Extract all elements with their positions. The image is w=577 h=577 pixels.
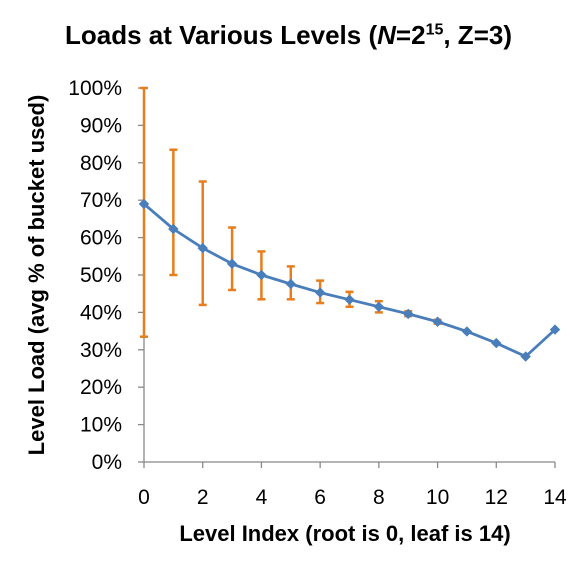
chart-title-prefix: Loads at Various Levels ( — [65, 20, 378, 50]
x-tick-label: 8 — [373, 486, 385, 509]
y-tick-label: 10% — [80, 414, 122, 437]
chart-title-equals: =2 — [395, 20, 426, 50]
chart-title: Loads at Various Levels (N=215, Z=3) — [0, 20, 577, 51]
x-axis-label: Level Index (root is 0, leaf is 14) — [179, 521, 510, 546]
chart-title-exponent: 15 — [425, 21, 444, 39]
data-point — [549, 324, 561, 335]
y-tick-label: 100% — [68, 77, 122, 100]
data-point — [285, 278, 296, 290]
data-point — [520, 351, 531, 362]
data-point — [461, 326, 473, 337]
x-tick-label: 10 — [426, 486, 449, 509]
data-point — [197, 242, 208, 254]
y-tick-label: 0% — [92, 451, 122, 474]
x-tick-label: 12 — [485, 486, 508, 509]
y-tick-label: 70% — [80, 189, 122, 212]
series-line — [143, 202, 556, 358]
chart-title-suffix: , Z=3) — [443, 20, 512, 50]
y-axis-label: Level Load (avg % of bucket used) — [24, 95, 49, 456]
x-tick-label: 4 — [256, 486, 268, 509]
y-tick-label: 30% — [80, 339, 122, 362]
data-point — [168, 223, 179, 235]
data-point — [491, 337, 502, 349]
x-tick-label: 2 — [197, 486, 209, 509]
y-tick-label: 90% — [80, 114, 122, 137]
data-point — [403, 308, 414, 320]
data-point — [138, 198, 150, 210]
data-point — [226, 258, 238, 269]
data-point — [432, 316, 443, 327]
data-point — [373, 301, 385, 312]
y-tick-label: 40% — [80, 301, 122, 324]
y-tick-label: 50% — [80, 264, 122, 287]
x-tick-label: 0 — [138, 486, 150, 509]
x-tick-label: 14 — [543, 486, 567, 509]
y-tick-label: 20% — [80, 376, 122, 399]
data-point — [256, 269, 267, 281]
y-tick-label: 60% — [80, 227, 122, 250]
y-tick-label: 80% — [80, 152, 122, 175]
data-point — [344, 294, 355, 305]
chart-title-variable: N — [377, 20, 396, 50]
x-tick-label: 6 — [314, 486, 326, 509]
data-point — [314, 287, 326, 298]
